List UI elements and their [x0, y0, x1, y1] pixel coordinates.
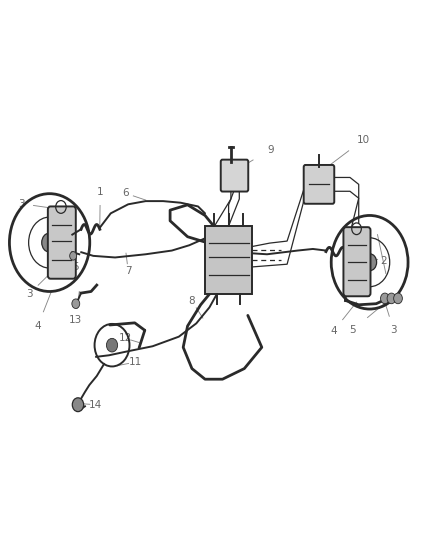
FancyBboxPatch shape: [304, 165, 334, 204]
FancyBboxPatch shape: [48, 206, 76, 279]
Text: 3: 3: [388, 294, 395, 304]
Circle shape: [42, 233, 57, 252]
Text: 2: 2: [381, 256, 387, 266]
Text: 8: 8: [189, 296, 195, 306]
FancyBboxPatch shape: [343, 227, 371, 296]
Circle shape: [70, 252, 77, 260]
Text: 14: 14: [89, 400, 102, 410]
Text: 4: 4: [35, 321, 41, 331]
Circle shape: [72, 299, 80, 309]
Circle shape: [387, 293, 396, 304]
FancyBboxPatch shape: [205, 226, 252, 294]
Text: 5: 5: [72, 262, 79, 271]
FancyBboxPatch shape: [221, 160, 248, 191]
Text: 7: 7: [125, 266, 131, 276]
Text: 6: 6: [122, 188, 128, 198]
Text: 5: 5: [349, 325, 356, 335]
Text: 10: 10: [357, 135, 370, 145]
Text: 3: 3: [26, 289, 32, 299]
Text: 1: 1: [97, 187, 103, 197]
Text: 3: 3: [18, 199, 25, 209]
Text: 4: 4: [330, 326, 337, 336]
Circle shape: [106, 338, 118, 352]
Text: 3: 3: [390, 325, 397, 335]
Text: 11: 11: [128, 357, 142, 367]
Circle shape: [394, 293, 403, 304]
Text: 9: 9: [267, 144, 274, 155]
Circle shape: [72, 398, 84, 411]
Circle shape: [363, 254, 377, 271]
Circle shape: [381, 293, 389, 304]
Text: 12: 12: [119, 333, 132, 343]
Text: 13: 13: [69, 314, 82, 325]
